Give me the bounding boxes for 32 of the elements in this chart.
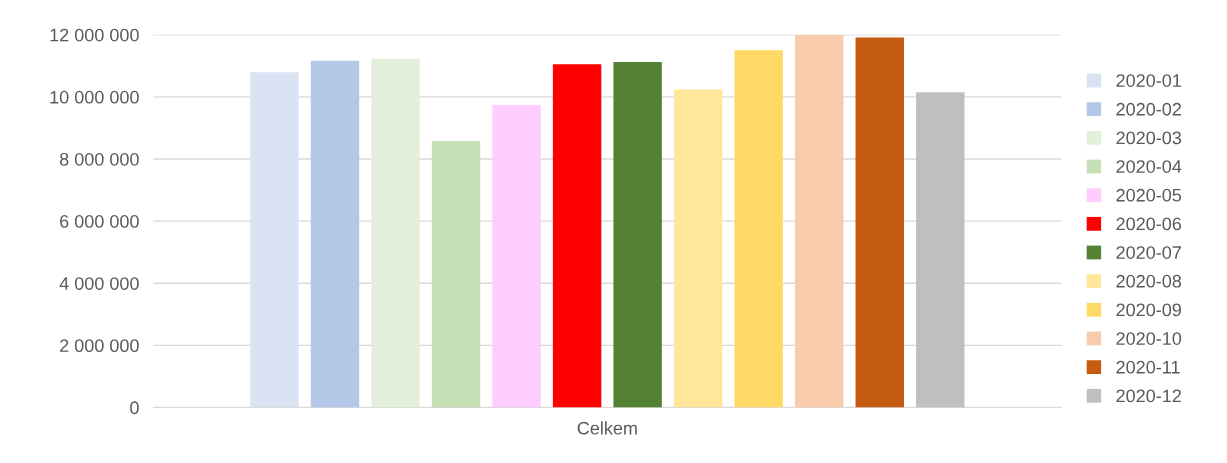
- legend-label: 2020-10: [1116, 332, 1182, 345]
- bar: [310, 60, 360, 408]
- bar: [552, 64, 602, 408]
- bar: [492, 104, 541, 408]
- bar: [734, 50, 783, 408]
- bar: [673, 89, 723, 408]
- y-tick-label: 2 000 000: [60, 339, 139, 353]
- y-tick-label: 6 000 000: [60, 215, 139, 228]
- y-tick-label: 8 000 000: [59, 152, 139, 166]
- legend-label: 2020-09: [1116, 303, 1181, 317]
- legend-label: 2020-05: [1116, 188, 1182, 202]
- legend-label: 2020-03: [1116, 131, 1182, 145]
- legend-label: 2020-11: [1116, 360, 1180, 374]
- legend-label: 2020-12: [1116, 389, 1181, 403]
- legend-label: 2020-04: [1116, 160, 1182, 173]
- y-tick-label: 12 000 000: [50, 28, 139, 42]
- y-tick-label: 0: [130, 401, 139, 415]
- bar: [371, 58, 420, 408]
- legend-label: 2020-02: [1116, 102, 1181, 116]
- bar: [431, 140, 481, 408]
- legend-label: 2020-06: [1116, 217, 1182, 231]
- legend-label: 2020-08: [1116, 274, 1182, 288]
- bar: [613, 62, 662, 408]
- bar: [795, 34, 844, 408]
- y-tick-label: 10 000 000: [50, 90, 139, 104]
- x-tick-label: Celkem: [577, 421, 637, 435]
- bar: [916, 92, 965, 408]
- legend-label: 2020-01: [1116, 74, 1181, 87]
- legend-label: 2020-07: [1116, 246, 1181, 259]
- bar: [855, 37, 904, 408]
- bar: [250, 72, 299, 408]
- y-tick-label: 4 000 000: [59, 277, 139, 290]
